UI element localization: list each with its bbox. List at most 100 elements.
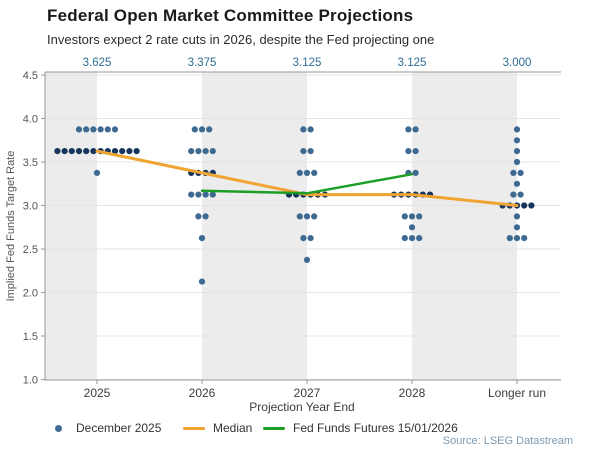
dot [119,148,126,155]
y-axis-tick-label: 3.5 [23,157,38,169]
dot [111,126,119,133]
dot [311,169,318,176]
dot [510,191,517,198]
dot [202,148,209,155]
dot [521,202,528,209]
x-axis-tick-label: Longer run [488,386,546,400]
dot [405,148,412,155]
dot [188,191,195,198]
x-axis-title: Projection Year End [249,400,355,414]
top-median-label: 3.375 [188,57,217,69]
dot [206,126,213,133]
dot [90,148,97,155]
dot [188,148,195,155]
dot [408,224,416,231]
top-median-label: 3.625 [83,57,112,69]
dot [412,148,419,155]
dot [202,191,209,198]
dot [104,126,111,133]
dot [198,235,206,242]
dot [133,148,140,155]
x-axis-tick-label: 2027 [294,386,321,400]
dot [195,191,202,198]
page-title: Federal Open Market Committee Projection… [47,6,414,25]
legend-label: December 2025 [76,421,162,435]
dot [111,148,119,155]
dot [513,126,521,133]
x-axis-tick-label: 2025 [84,386,111,400]
dot [528,202,535,209]
dot [513,235,521,242]
dot [513,158,521,166]
dot [202,213,209,220]
dot [513,148,521,155]
y-axis-tick-label: 1.0 [23,375,38,387]
legend-item-median: Median [183,419,252,437]
dot [307,126,314,133]
dot [416,213,423,220]
dot [54,148,61,155]
dot [401,235,408,242]
dot [296,213,303,220]
dot [300,148,307,155]
dot [517,191,524,198]
legend: December 2025 Median Fed Funds Futures 1… [0,419,600,437]
dot [307,148,314,155]
dot [513,180,521,187]
dot [408,213,416,220]
y-axis-tick-label: 1.5 [23,331,38,343]
y-axis-tick-label: 2.5 [23,244,38,256]
dot [83,126,90,133]
dot [90,126,97,133]
dot [521,235,528,242]
futures-line-icon [263,426,285,430]
dot [75,148,83,155]
dot [83,148,90,155]
dot [303,256,311,263]
column-band [202,72,307,380]
futures-line [200,172,414,195]
dot [126,148,133,155]
legend-item-futures: Fed Funds Futures 15/01/2026 [263,419,458,437]
dot [195,148,202,155]
column-band [412,72,517,380]
dot [416,235,423,242]
y-axis-tick-label: 4.0 [23,114,38,126]
dot-marker-icon [55,424,62,432]
dot [195,213,202,220]
dot [75,126,83,133]
dot [412,169,419,176]
dot [513,137,521,144]
dot [97,126,104,133]
dot [296,169,303,176]
dot [513,213,521,220]
dot [300,126,307,133]
dot [61,148,68,155]
dot [510,169,517,176]
dot [408,235,416,242]
top-median-label: 3.125 [293,57,322,69]
dot [506,235,513,242]
median-line [95,149,519,207]
y-axis-tick-label: 2.0 [23,288,38,300]
dot [303,169,311,176]
y-axis-tick-label: 3.0 [23,201,38,213]
dot [401,213,408,220]
x-axis-tick-label: 2026 [189,386,216,400]
legend-label: Fed Funds Futures 15/01/2026 [293,421,458,435]
dot [412,126,419,133]
legend-item-december-2025: December 2025 [55,419,161,437]
legend-label: Median [213,421,253,435]
dot [300,235,307,242]
dot [513,224,521,231]
dot [93,169,101,176]
chart-subtitle: Investors expect 2 rate cuts in 2026, de… [47,32,435,47]
y-axis-title: Implied Fed Funds Target Rate [5,150,17,302]
dot [517,169,524,176]
y-axis-tick-label: 4.5 [23,70,38,82]
dot [311,213,318,220]
median-line-icon [183,426,205,430]
x-axis-tick-label: 2028 [399,386,426,400]
